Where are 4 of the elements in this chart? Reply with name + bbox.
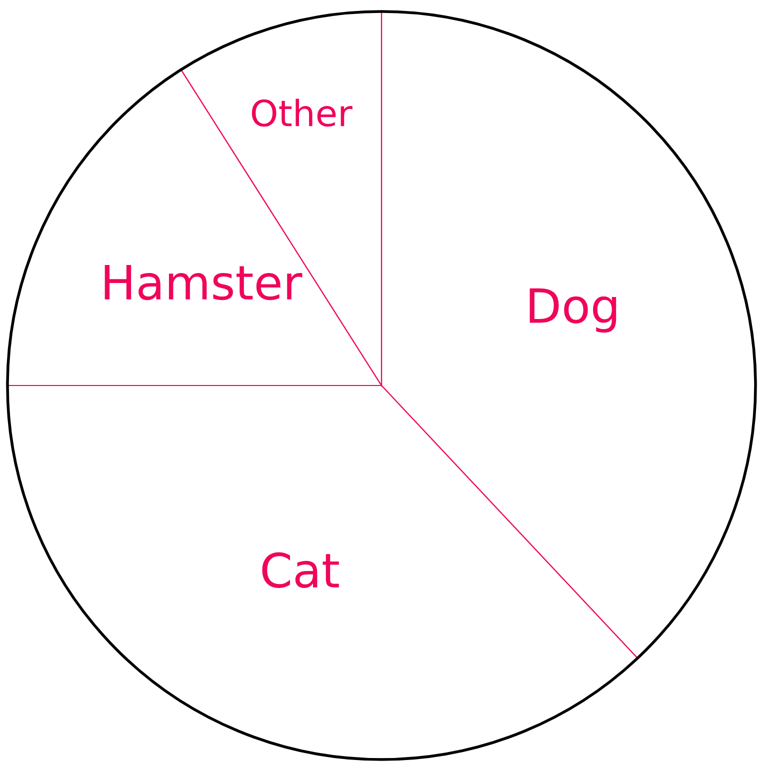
slice-label: Dog xyxy=(530,288,616,333)
slice-label: Hamster xyxy=(104,265,302,300)
slice-label: Cat xyxy=(262,552,339,588)
slice-label: Other xyxy=(252,98,352,127)
